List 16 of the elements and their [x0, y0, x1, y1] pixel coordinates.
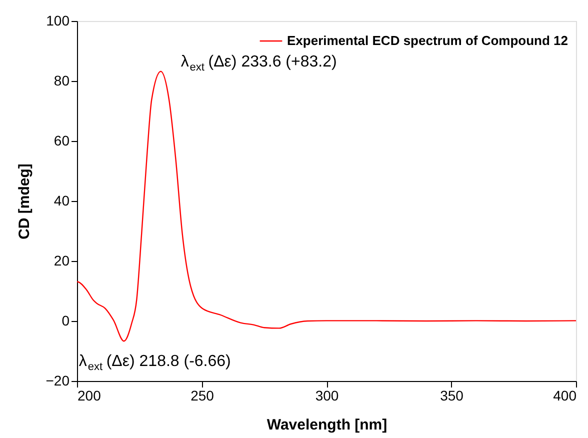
y-tick-label: 40: [54, 192, 70, 208]
x-tick-label: 350: [440, 388, 464, 404]
y-tick-label: −20: [46, 372, 70, 388]
y-tick-label: 100: [46, 12, 70, 28]
y-tick-label: 60: [54, 132, 70, 148]
x-tick-label: 250: [190, 388, 214, 404]
x-tick-label: 200: [78, 388, 102, 404]
line-series: [77, 70, 576, 342]
y-tick-label: 20: [54, 252, 70, 268]
y-axis-title: CD [mdeg]: [16, 164, 33, 240]
legend-label: Experimental ECD spectrum of Compound 12: [287, 33, 568, 48]
y-tick-label: 0: [62, 312, 70, 328]
x-tick-label: 400: [553, 388, 577, 404]
x-axis-title: Wavelength [nm]: [266, 416, 388, 434]
y-tick-label: 80: [54, 72, 70, 88]
x-tick-label: 300: [315, 388, 339, 404]
